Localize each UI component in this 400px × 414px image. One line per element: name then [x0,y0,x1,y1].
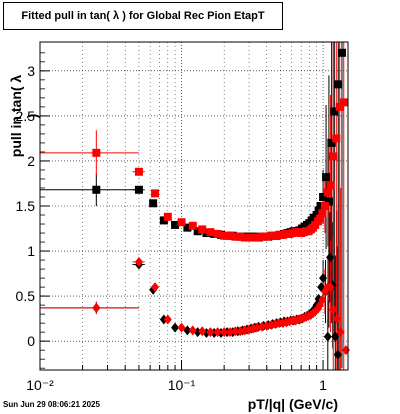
square-marker [240,233,249,242]
diamond-marker [183,325,192,336]
square-marker [134,185,143,194]
diamond-marker [333,349,342,360]
x-tick-label: 1 [319,377,327,393]
diamond-marker [319,273,328,284]
y-tick-label: 0.5 [16,288,36,304]
diamond-marker [171,322,180,333]
diamond-marker [323,331,332,342]
square-marker [320,202,329,210]
square-marker [226,231,235,240]
square-marker [326,181,335,190]
square-marker [188,221,197,230]
square-marker [171,220,180,229]
diamond-marker [188,325,197,336]
square-marker [267,231,276,240]
data-markers [92,48,350,360]
square-marker [134,167,143,176]
square-marker [339,98,348,107]
y-axis-label: pull in tan( λ ) [8,74,40,158]
diamond-marker [151,282,160,293]
diamond-marker [326,252,335,263]
square-marker [151,189,160,198]
diamond-marker [318,294,327,305]
square-marker [220,231,229,240]
diamond-marker [163,314,172,325]
square-marker [231,232,240,241]
date-stamp: Sun Jun 29 08:06:21 2025 [3,400,100,409]
diamond-marker [341,345,350,356]
diamond-marker [198,326,207,337]
square-marker [262,232,271,241]
chart-title: Fitted pull in tan( λ ) for Global Rec P… [3,2,283,30]
y-tick-label: 2 [27,153,35,169]
diamond-marker [257,321,266,332]
square-marker [319,192,328,201]
square-marker [198,225,207,234]
square-marker [92,148,101,157]
square-marker [323,188,332,197]
y-tick-label: 3 [27,63,35,79]
x-tick-label: 10⁻² [26,377,54,393]
diamond-marker [331,331,340,342]
square-marker [163,212,172,221]
axes: 0 0.5 1 1.5 2 2.5 3 10⁻² 10⁻¹ 1 [16,52,327,393]
y-tick-label: 0 [27,333,35,349]
square-marker [318,209,327,218]
square-marker [183,223,192,232]
square-marker [332,134,341,143]
square-marker [337,48,346,57]
diamond-marker [332,313,341,324]
diamond-marker [213,327,222,338]
square-marker [213,229,222,238]
grid [39,42,348,370]
diamond-marker [92,302,101,313]
y-tick-label: 1 [27,243,35,259]
square-marker [327,138,336,147]
diamond-marker [134,256,143,267]
square-marker [329,152,338,161]
diamond-marker [226,327,235,338]
y-tick-label: 2.5 [16,108,36,124]
square-marker [316,202,325,210]
square-marker [322,173,331,182]
diamond-marker [177,322,186,333]
x-axis-label: pT/|q| (GeV/c) [247,396,338,412]
square-marker [92,185,101,194]
square-marker [149,199,158,208]
diamond-marker [336,327,345,338]
square-marker [315,214,324,223]
diamond-marker [231,326,240,337]
square-marker [324,197,333,206]
diamond-marker [252,322,261,333]
square-marker [236,232,245,241]
diamond-marker [326,282,335,293]
square-marker [177,218,186,227]
diamond-marker [329,304,338,315]
x-tick-label: 10⁻¹ [168,377,196,393]
square-marker [206,228,215,237]
diamond-marker [206,327,215,338]
diamond-marker [220,327,229,338]
square-marker [335,102,344,111]
square-marker [252,233,261,242]
square-marker [334,80,343,89]
square-marker [193,227,202,236]
square-marker [257,232,266,241]
square-marker [330,107,339,116]
y-tick-label: 1.5 [16,198,36,214]
